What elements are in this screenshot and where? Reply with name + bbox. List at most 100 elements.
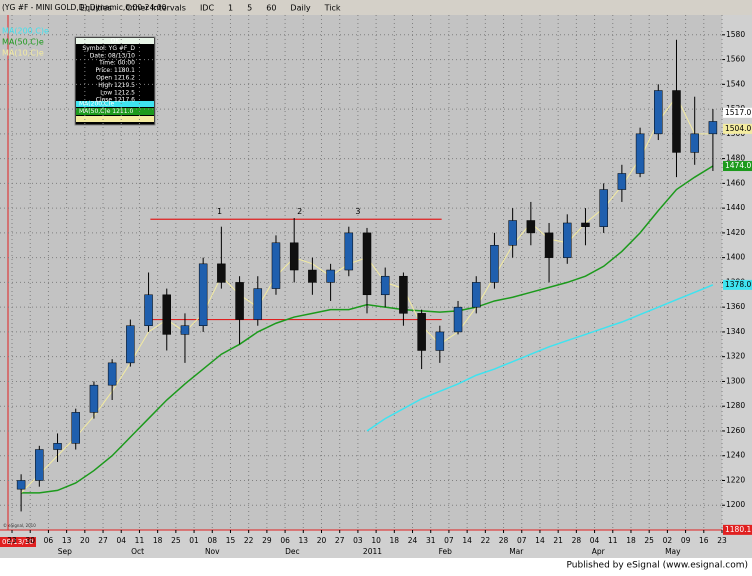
data-window-row: Price: 1180.1 xyxy=(95,67,135,74)
x-tick-label: 25 xyxy=(171,536,181,545)
x-tick-label: 06 xyxy=(280,536,290,545)
candle-body xyxy=(198,263,208,326)
y-tick-label: 1340 xyxy=(726,327,745,336)
y-tick-label: 1560 xyxy=(726,55,745,64)
toolbar-item[interactable]: 1 xyxy=(228,4,233,13)
toolbar-item[interactable]: Equities xyxy=(80,4,112,13)
x-tick-label: 08 xyxy=(207,536,217,545)
candle-body xyxy=(708,121,718,135)
price-tag: 1504.0 xyxy=(725,124,751,133)
x-tick-label: 21 xyxy=(553,536,563,545)
month-label: Sep xyxy=(58,547,72,556)
y-tick-label: 1420 xyxy=(726,228,745,237)
x-tick-label: 18 xyxy=(626,536,636,545)
toolbar-item[interactable]: Other Intervals xyxy=(126,4,186,13)
y-tick-label: 1280 xyxy=(726,401,745,410)
candle-body xyxy=(599,189,608,227)
peak-marker: 2 xyxy=(297,207,302,216)
price-axis xyxy=(722,15,752,530)
candle-body xyxy=(35,449,44,481)
x-tick-label: 15 xyxy=(226,536,236,545)
data-window-row: Low 1212.5 xyxy=(100,89,135,96)
candle-body xyxy=(654,90,663,135)
y-tick-label: 1360 xyxy=(726,302,745,311)
month-label: Mar xyxy=(509,547,524,556)
y-tick-label: 1260 xyxy=(726,426,745,435)
toolbar xyxy=(0,0,752,15)
candle-body xyxy=(180,325,190,335)
x-tick-label: 20 xyxy=(80,536,90,545)
candle-body xyxy=(690,133,699,153)
candle-body xyxy=(126,325,135,364)
y-tick-label: 1440 xyxy=(726,203,745,212)
month-label: Apr xyxy=(592,547,606,556)
x-tick-label: 20 xyxy=(317,536,327,545)
candle-body xyxy=(89,384,99,413)
x-tick-label: 10 xyxy=(371,536,381,545)
ma-line xyxy=(366,284,714,432)
candle-body xyxy=(253,288,263,320)
candle-body xyxy=(417,313,426,351)
candle-body xyxy=(308,269,317,283)
x-tick-label: 06 xyxy=(44,536,54,545)
x-tick-label: 07 xyxy=(444,536,454,545)
candle-body xyxy=(289,242,299,271)
candle-body xyxy=(271,242,281,289)
x-tick-label: 09 xyxy=(681,536,691,545)
x-tick-label: 22 xyxy=(481,536,491,545)
y-tick-label: 1400 xyxy=(726,253,745,262)
candle-body xyxy=(471,282,481,308)
month-label: Dec xyxy=(285,547,300,556)
x-tick-label: 28 xyxy=(499,536,509,545)
data-window-ma: MA(200,C)e xyxy=(79,101,115,108)
candle-body xyxy=(71,412,80,444)
data-window-ma200 xyxy=(76,101,154,107)
y-tick-label: 1240 xyxy=(726,451,745,460)
toolbar-item[interactable]: 60 xyxy=(266,4,276,13)
y-tick-label: 1480 xyxy=(726,154,745,163)
x-tick-label: 18 xyxy=(153,536,163,545)
legend-entry: MA(50,C)e xyxy=(2,38,44,47)
x-tick-label: 22 xyxy=(244,536,254,545)
candle-body xyxy=(380,275,390,296)
data-window-row: Date: 08/13/10 xyxy=(90,52,135,59)
x-tick-label: 23 xyxy=(717,536,727,545)
x-tick-label: 01 xyxy=(189,536,199,545)
x-tick-label: 14 xyxy=(535,536,545,545)
candle-body xyxy=(526,220,536,234)
x-tick-label: 13 xyxy=(62,536,72,545)
y-tick-label: 1540 xyxy=(726,79,745,88)
peak-marker: 1 xyxy=(217,207,222,216)
x-tick-label: 13 xyxy=(299,536,309,545)
price-tag: 1517.0 xyxy=(725,108,751,117)
candle-body xyxy=(617,173,627,190)
data-window-row: OK xyxy=(111,38,121,45)
time-axis xyxy=(0,530,752,558)
x-tick-label: 18 xyxy=(390,536,400,545)
candle-body xyxy=(490,245,499,283)
footer: Published by eSignal (www.esignal.com) xyxy=(566,561,748,571)
month-label: Feb xyxy=(439,547,453,556)
candle-body xyxy=(399,275,408,314)
x-tick-label: 04 xyxy=(116,536,126,545)
candle-body xyxy=(508,220,517,246)
x-tick-label: 25 xyxy=(644,536,654,545)
candle-body xyxy=(635,133,645,174)
candle-body xyxy=(435,331,445,351)
price-tag: 1180.1 xyxy=(725,525,751,534)
month-label: Oct xyxy=(131,547,144,556)
toolbar-item[interactable]: IDC xyxy=(200,4,215,13)
price-tag: 1474.0 xyxy=(725,161,751,170)
toolbar-item[interactable]: 5 xyxy=(247,4,252,13)
data-window-ma50 xyxy=(76,108,154,115)
toolbar-item[interactable]: Daily xyxy=(290,4,311,13)
candle-body xyxy=(162,294,172,335)
price-tag-box xyxy=(723,161,752,172)
month-label: Nov xyxy=(205,547,220,556)
y-tick-label: 1220 xyxy=(726,475,745,484)
data-window-ma10 xyxy=(76,116,154,122)
toolbar-item[interactable]: Tick xyxy=(324,4,341,13)
candle-body xyxy=(326,269,335,283)
